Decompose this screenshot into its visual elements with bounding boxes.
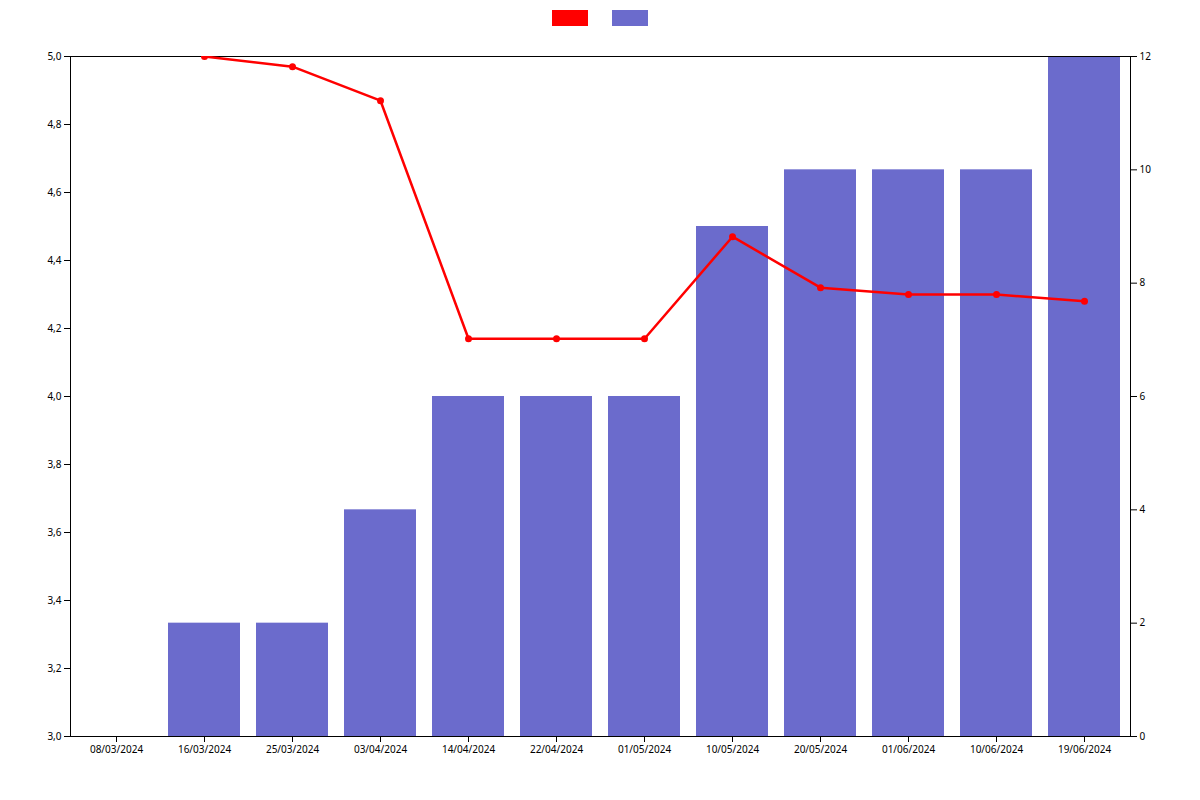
svg-text:4,0: 4,0 [47, 389, 61, 403]
svg-text:12: 12 [1140, 49, 1152, 63]
svg-text:4: 4 [1140, 502, 1146, 516]
svg-text:22/04/2024: 22/04/2024 [530, 742, 583, 756]
svg-text:03/04/2024: 03/04/2024 [354, 742, 407, 756]
svg-text:10/06/2024: 10/06/2024 [970, 742, 1023, 756]
svg-text:2: 2 [1140, 615, 1146, 629]
svg-text:8: 8 [1140, 275, 1146, 289]
svg-text:4,4: 4,4 [47, 253, 61, 267]
svg-text:3,8: 3,8 [47, 457, 61, 471]
svg-text:3,0: 3,0 [47, 729, 61, 743]
svg-text:25/03/2024: 25/03/2024 [266, 742, 319, 756]
svg-text:3,2: 3,2 [47, 661, 61, 675]
svg-text:5,0: 5,0 [47, 49, 61, 63]
svg-text:3,4: 3,4 [47, 593, 61, 607]
svg-text:01/06/2024: 01/06/2024 [882, 742, 935, 756]
svg-text:10/05/2024: 10/05/2024 [706, 742, 759, 756]
svg-text:14/04/2024: 14/04/2024 [442, 742, 495, 756]
svg-text:20/05/2024: 20/05/2024 [794, 742, 847, 756]
svg-text:3,6: 3,6 [47, 525, 61, 539]
svg-text:01/05/2024: 01/05/2024 [618, 742, 671, 756]
svg-text:0: 0 [1140, 729, 1146, 743]
svg-text:16/03/2024: 16/03/2024 [178, 742, 231, 756]
svg-text:10: 10 [1140, 162, 1152, 176]
svg-text:4,2: 4,2 [47, 321, 61, 335]
svg-text:4,6: 4,6 [47, 185, 61, 199]
svg-text:6: 6 [1140, 389, 1146, 403]
svg-text:19/06/2024: 19/06/2024 [1058, 742, 1111, 756]
svg-text:4,8: 4,8 [47, 117, 61, 131]
svg-text:08/03/2024: 08/03/2024 [90, 742, 143, 756]
